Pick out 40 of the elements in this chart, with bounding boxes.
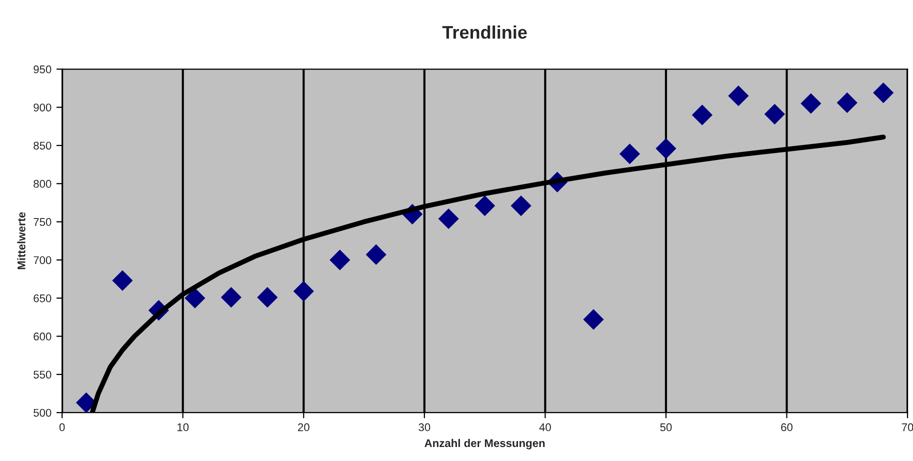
y-tick-label: 950 bbox=[34, 65, 52, 74]
y-tick-label: 850 bbox=[34, 142, 52, 150]
y-tick-label: 800 bbox=[34, 180, 52, 188]
y-tick-label: 750 bbox=[34, 218, 52, 226]
point bbox=[257, 287, 278, 308]
chart-title: Trendlinie bbox=[442, 26, 527, 39]
point bbox=[330, 250, 350, 270]
y-axis-title: Mittelwerte bbox=[17, 212, 26, 270]
point bbox=[366, 244, 386, 265]
point bbox=[220, 287, 242, 308]
point bbox=[510, 195, 532, 216]
x-tick-label: 10 bbox=[178, 423, 189, 432]
x-tick-label: 0 bbox=[59, 423, 65, 432]
x-tick-label: 40 bbox=[539, 423, 551, 432]
point bbox=[583, 309, 604, 330]
y-tick-label: 500 bbox=[34, 408, 52, 417]
point bbox=[184, 288, 206, 308]
point bbox=[474, 195, 496, 216]
y-tick-label: 600 bbox=[34, 332, 52, 340]
point bbox=[692, 104, 712, 126]
point bbox=[873, 82, 894, 104]
y-tick-label: 700 bbox=[34, 256, 52, 264]
x-tick-label: 70 bbox=[902, 423, 913, 432]
x-tick-label: 30 bbox=[418, 423, 430, 432]
x-tick-label: 60 bbox=[781, 423, 792, 432]
y-tick-label: 900 bbox=[34, 104, 52, 112]
point bbox=[112, 270, 133, 291]
point bbox=[800, 93, 822, 114]
point bbox=[438, 208, 459, 230]
x-tick-label: 50 bbox=[660, 423, 672, 432]
x-tick-label: 20 bbox=[298, 423, 310, 432]
point bbox=[619, 144, 640, 164]
y-tick-label: 550 bbox=[34, 370, 52, 379]
point bbox=[293, 280, 314, 302]
x-axis-title: Anzahl der Messungen bbox=[424, 438, 545, 450]
point bbox=[728, 86, 749, 106]
point bbox=[836, 92, 858, 114]
point bbox=[656, 138, 676, 159]
point bbox=[764, 104, 785, 124]
y-tick-label: 650 bbox=[34, 294, 52, 302]
